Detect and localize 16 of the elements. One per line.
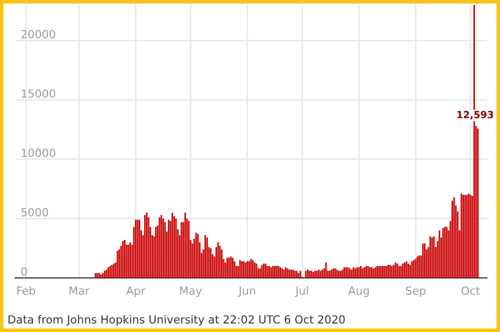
x-tick-label: Jul bbox=[294, 286, 308, 297]
y-tick-label: 5000 bbox=[21, 208, 48, 216]
x-tick-label: Apr bbox=[126, 286, 146, 297]
x-tick-label: Jun bbox=[238, 286, 256, 297]
x-tick-label: Sep bbox=[406, 286, 426, 297]
y-tick-label: 0 bbox=[21, 267, 27, 276]
y-tick-label: 10000 bbox=[22, 148, 56, 158]
x-tick-label: Oct bbox=[462, 286, 480, 295]
annotation: 12,593 bbox=[457, 110, 494, 120]
x-tick-label: Mar bbox=[70, 286, 90, 295]
text: Data from Johns Hopkins University at 22:02 UTC 6 Oct 2020 bbox=[8, 315, 345, 326]
y-tick-label: 15000 bbox=[22, 89, 56, 98]
x-tick-label: May bbox=[180, 286, 202, 297]
x-tick-label: Feb bbox=[17, 286, 36, 295]
x-tick-label: Aug bbox=[348, 286, 369, 297]
y-tick-label: 20000 bbox=[21, 30, 56, 38]
